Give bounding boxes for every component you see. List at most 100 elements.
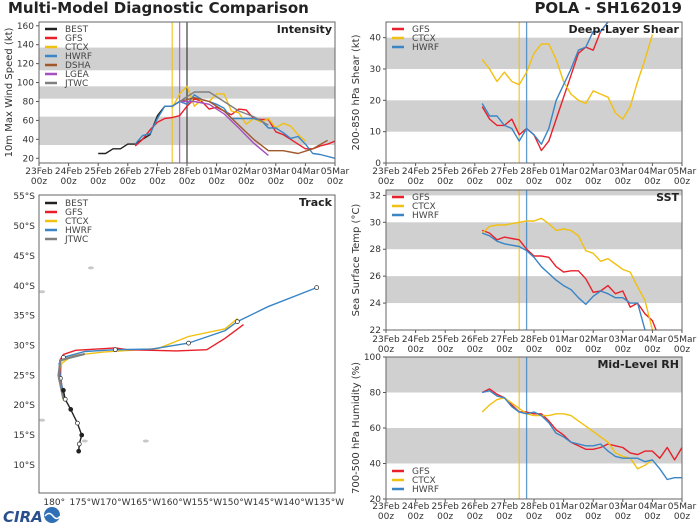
y-tick-label: 30	[370, 218, 382, 228]
legend-label-ctcx: CTCX	[412, 476, 436, 486]
y-tick-label: 40	[23, 135, 35, 145]
x-tick-hour: 00z	[644, 345, 660, 355]
intensity-frame	[38, 21, 336, 164]
legend-label-best: BEST	[65, 25, 89, 35]
x-tick-label: 25Feb	[432, 335, 460, 345]
legend-label-ctcx: CTCX	[412, 34, 436, 44]
y-tick-label: 60	[370, 424, 382, 434]
x-tick-hour: 00z	[378, 177, 394, 187]
y-axis-label: 700-500 hPa Humidity (%)	[351, 362, 362, 494]
cira-logo-wave	[44, 512, 61, 520]
x-tick-hour: 00z	[615, 512, 631, 522]
sst-panel-title: SST	[656, 191, 679, 204]
x-tick-label: 03Mar	[262, 167, 291, 177]
sst-panel: 23Feb00z24Feb00z25Feb00z26Feb00z27Feb00z…	[351, 189, 697, 355]
series-lgea-line	[179, 100, 269, 156]
x-tick-label: 25Feb	[85, 167, 113, 177]
x-tick-hour: 00z	[585, 345, 601, 355]
x-tick-label: 02Mar	[579, 335, 608, 345]
y-tick-label: 26	[370, 272, 382, 282]
y-tick-label: 24	[370, 299, 382, 309]
x-tick-label: 27Feb	[491, 335, 519, 345]
x-tick-label: 28Feb	[520, 502, 548, 512]
x-tick-label: 23Feb	[372, 335, 400, 345]
y-tick-label: 0	[375, 159, 381, 169]
sst-plot-area	[386, 190, 682, 330]
x-tick-hour: 00z	[238, 177, 254, 187]
track-point-marker	[68, 407, 74, 412]
x-tick-label: 01Mar	[549, 167, 578, 177]
x-tick-hour: 00z	[437, 512, 453, 522]
x-tick-label: 28Feb	[173, 167, 201, 177]
track-point-marker	[62, 396, 68, 402]
x-tick-hour: 00z	[556, 512, 572, 522]
track-point-marker	[79, 432, 85, 438]
x-tick-hour: 00z	[467, 345, 483, 355]
x-tick-hour: 00z	[179, 177, 195, 187]
rh-panel-title: Mid-Level RH	[597, 358, 679, 371]
series-ctcx-line	[171, 85, 306, 142]
x-tick-hour: 00z	[615, 345, 631, 355]
x-tick-hour: 00z	[408, 512, 424, 522]
track-point-marker	[75, 420, 80, 426]
x-tick-hour: 00z	[585, 177, 601, 187]
island-shape	[87, 266, 94, 270]
series-gfs-line	[481, 21, 609, 152]
lat-tick-label: 35°S	[13, 312, 35, 322]
track-point-marker	[235, 319, 240, 324]
legend-label-ctcx: CTCX	[412, 202, 436, 212]
lon-tick-label: 160°W	[161, 498, 192, 508]
y-tick-label: 40	[370, 460, 382, 470]
lon-tick-label: 155°W	[192, 498, 223, 508]
x-tick-hour: 00z	[327, 177, 343, 187]
y-tick-label: 22	[370, 326, 381, 336]
x-tick-label: 24Feb	[402, 335, 430, 345]
x-tick-hour: 00z	[408, 345, 424, 355]
x-tick-label: 01Mar	[549, 335, 578, 345]
x-tick-hour: 00z	[615, 177, 631, 187]
series-hwrf-line	[482, 390, 682, 481]
x-tick-hour: 00z	[496, 177, 512, 187]
shear-panel-title: Deep-Layer Shear	[568, 23, 679, 36]
legend-label-dsha: DSHA	[65, 61, 91, 71]
lon-tick-label: 140°W	[283, 498, 314, 508]
y-tick-label: 100	[364, 353, 381, 363]
x-tick-label: 04Mar	[291, 167, 320, 177]
island-shape	[142, 439, 149, 443]
y-tick-label: 80	[23, 97, 35, 107]
x-tick-hour: 00z	[496, 345, 512, 355]
intensity-panel: 23Feb00z24Feb00z25Feb00z26Feb00z27Feb00z…	[4, 21, 350, 187]
x-tick-label: 01Mar	[549, 502, 578, 512]
x-tick-label: 02Mar	[579, 167, 608, 177]
intensity-panel-title: Intensity	[277, 23, 332, 36]
legend-label-gfs: GFS	[65, 208, 83, 218]
track-point-marker	[186, 340, 191, 346]
shear-frame	[385, 21, 683, 164]
x-tick-hour: 00z	[674, 512, 690, 522]
x-tick-hour: 00z	[378, 345, 394, 355]
legend-label-hwrf: HWRF	[65, 52, 92, 62]
lat-tick-label: 20°S	[13, 401, 35, 411]
x-tick-label: 24Feb	[55, 167, 83, 177]
shaded-band	[386, 190, 682, 196]
x-tick-hour: 00z	[644, 177, 660, 187]
y-tick-label: 140	[17, 41, 34, 51]
x-tick-hour: 00z	[437, 177, 453, 187]
x-tick-hour: 00z	[556, 345, 572, 355]
y-axis-label: 200-850 hPa Shear (kt)	[351, 34, 362, 150]
x-tick-label: 05Mar	[321, 167, 350, 177]
series-hwrf-line	[481, 232, 646, 331]
track-panel: 180° 175°W 170°W 165°W 160°W 155°W 150°W 145°W 1…	[13, 192, 344, 508]
series-ctcx-line	[481, 34, 654, 120]
x-tick-hour: 00z	[149, 177, 165, 187]
rh-panel: 23Feb00z24Feb00z25Feb00z26Feb00z27Feb00z…	[351, 353, 697, 522]
legend-label-hwrf: HWRF	[412, 211, 439, 221]
series-hwrf-line	[481, 21, 609, 145]
y-tick-label: 80	[370, 389, 382, 399]
y-tick-label: 40	[370, 34, 382, 44]
track-point-marker	[61, 387, 66, 393]
legend-label-lgea: LGEA	[65, 70, 90, 80]
lon-tick-label: 170°W	[100, 498, 131, 508]
x-tick-hour: 00z	[674, 345, 690, 355]
